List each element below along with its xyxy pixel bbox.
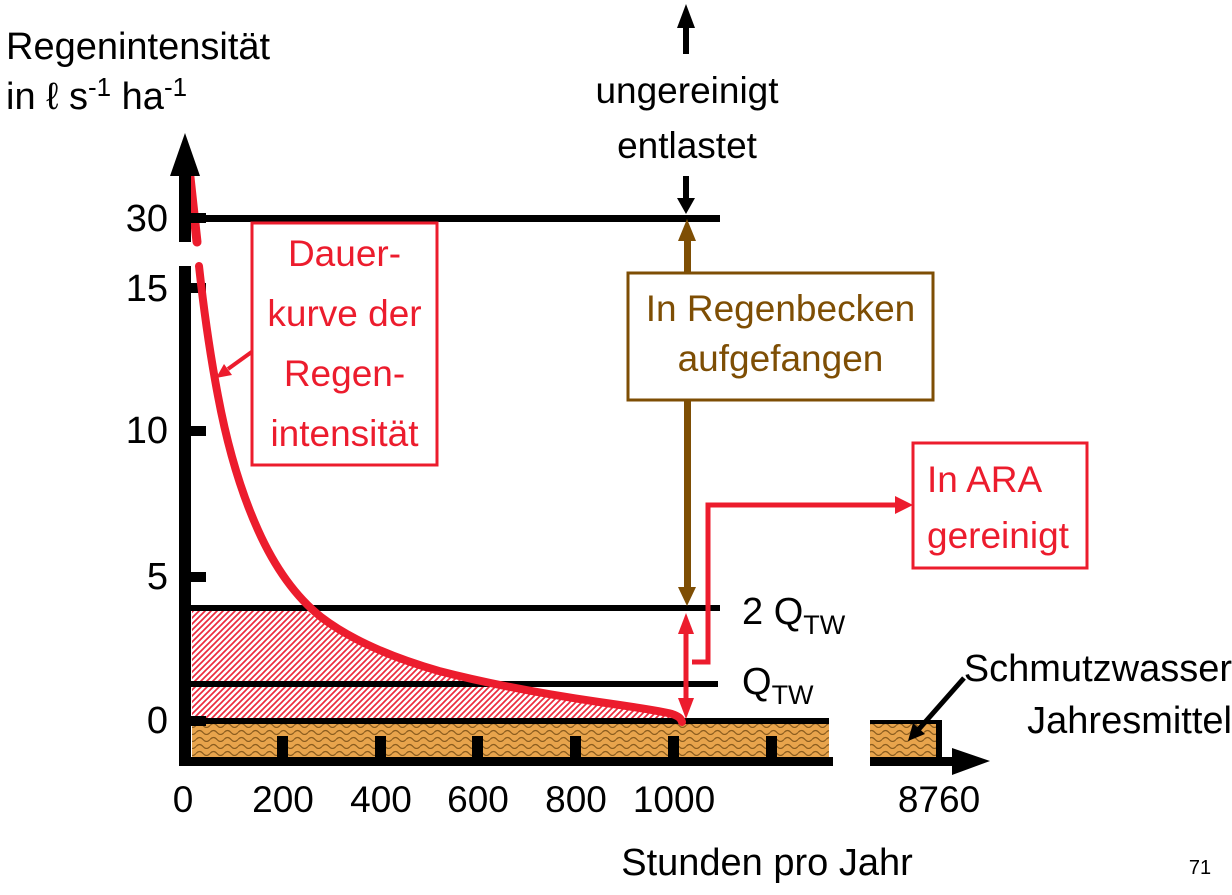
ara-box (911, 441, 1089, 570)
untreated-annotation-line2: entlastet (617, 125, 757, 166)
x-axis-right (870, 757, 952, 766)
curve-label-box (250, 221, 439, 467)
ara-box-line1: In ARA (927, 459, 1043, 500)
x-tick-label-1000: 1000 (632, 779, 716, 820)
label-qtw-main: Q (742, 661, 772, 703)
area-treated-in-ara (192, 610, 683, 721)
y-tick-label-10: 10 (125, 410, 168, 452)
x-tick-600 (472, 736, 483, 757)
curve-label-arrow-shaft (226, 349, 255, 371)
ara-range-down-arrowhead (678, 698, 694, 719)
band-sewage-right-top-edge (870, 720, 942, 724)
basin-box-line2: aufgefangen (677, 338, 884, 379)
y-axis-unit-mid: ha (111, 76, 164, 118)
ara-range-up-arrowhead (678, 613, 694, 634)
y-tick-label-30: 30 (125, 198, 168, 240)
sewage-label-line1: Schmutzwasser (963, 648, 1232, 690)
basin-box (626, 271, 935, 402)
page-number: 71 (1188, 857, 1212, 879)
y-axis-unit-sup2: -1 (163, 72, 188, 102)
y-tick-label-15: 15 (125, 268, 168, 310)
x-axis-left (179, 757, 833, 766)
y-axis-arrowhead (170, 133, 200, 176)
ara-range-arrow-shaft (683, 630, 689, 702)
y-axis-title-line2: in ℓ s-1 ha-1 (6, 73, 187, 118)
curve-label-line1: Dauer- (287, 233, 402, 274)
line-zero (192, 718, 829, 724)
x-axis-title: Stunden pro Jahr (621, 842, 913, 884)
x-tick-200 (277, 736, 288, 757)
y-tick-5 (191, 572, 206, 582)
x-tick-label-600: 600 (447, 779, 509, 820)
curve-label-line4: intensität (270, 413, 419, 454)
line-overflow-30 (191, 215, 720, 222)
basin-down-arrowhead (678, 587, 696, 606)
y-tick-label-5: 5 (146, 556, 168, 598)
band-sewage-right (870, 724, 937, 757)
sewage-arrow-shaft (917, 676, 966, 731)
untreated-up-arrowhead (677, 4, 695, 28)
untreated-annotation: ungereinigt entlastet (537, 63, 837, 173)
ara-box-line2: gereinigt (927, 515, 1069, 556)
sewage-label: Schmutzwasser Jahresmittel (930, 643, 1232, 747)
line-qtw (185, 681, 718, 687)
band-sewage-right-end-edge (936, 720, 942, 757)
y-tick-label-0: 0 (146, 700, 168, 742)
label-qtw: QTW (742, 661, 814, 709)
x-axis-arrowhead (952, 748, 990, 775)
label-2qtw: 2 QTW (742, 591, 845, 639)
untreated-annotation-line1: ungereinigt (595, 70, 779, 111)
basin-up-arrowhead (678, 219, 696, 241)
y-tick-30 (191, 213, 206, 223)
rain-duration-curve (195, 262, 686, 726)
sewage-arrowhead (908, 723, 925, 741)
x-tick-label-400: 400 (350, 779, 412, 820)
curve-label-arrowhead (216, 364, 232, 378)
x-tick-800 (570, 736, 581, 757)
y-tick-10 (191, 426, 206, 436)
label-2qtw-main: 2 Q (742, 591, 804, 633)
y-axis-lower (179, 266, 191, 766)
curve-label-line2: kurve der (267, 293, 422, 334)
ara-connector-arrowhead (895, 496, 913, 514)
untreated-up-arrow-shaft (683, 24, 689, 54)
x-tick-label-200: 200 (252, 779, 314, 820)
y-tick-0 (191, 716, 206, 726)
label-2qtw-sub: TW (803, 610, 846, 640)
basin-box-line1: In Regenbecken (645, 288, 916, 329)
y-axis-upper (179, 168, 191, 242)
y-axis-title-line1: Regenintensität (6, 26, 271, 68)
curve-label-box-text: Dauer- kurve der Regen- intensität (252, 224, 437, 464)
x-tick-1200 (766, 736, 777, 757)
line-2qtw (185, 605, 720, 611)
ara-connector-line (692, 502, 897, 665)
y-axis-unit-sup1: -1 (87, 72, 112, 102)
band-sewage-left (192, 724, 829, 757)
basin-arrow-shaft-lower (684, 399, 691, 589)
label-qtw-sub: TW (771, 680, 814, 710)
untreated-down-arrow-shaft (683, 176, 689, 202)
basin-arrow-shaft-upper (684, 238, 691, 275)
x-tick-400 (375, 736, 386, 757)
x-tick-label-0: 0 (172, 779, 194, 820)
untreated-down-arrowhead (677, 198, 695, 214)
ara-box-text: In ARA gereinigt (927, 452, 1087, 564)
basin-box-text: In Regenbecken aufgefangen (628, 284, 933, 384)
y-axis-unit-prefix: in ℓ s (6, 76, 88, 118)
x-tick-1000 (668, 736, 679, 757)
x-tick-label-800: 800 (545, 779, 607, 820)
sewage-label-line2: Jahresmittel (1027, 700, 1232, 742)
x-tick-label-8760: 8760 (897, 779, 981, 820)
curve-label-line3: Regen- (283, 353, 406, 394)
